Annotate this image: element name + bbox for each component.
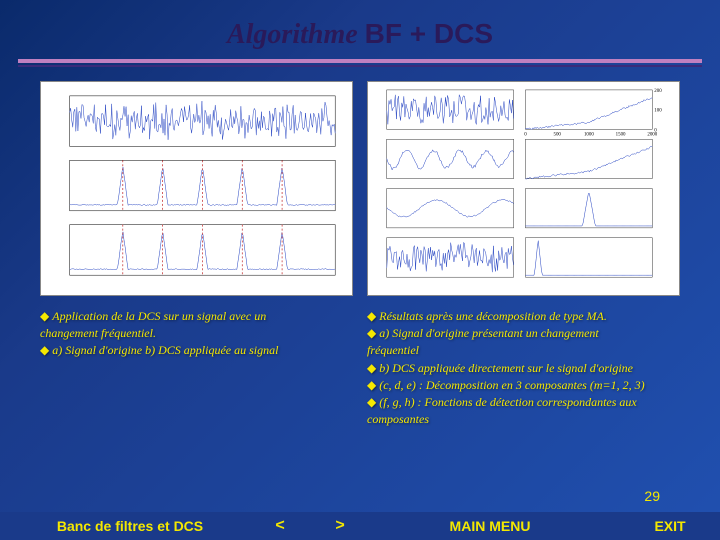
right-text-5: (c, d, e) : Décomposition en 3 composant… [379,378,644,392]
right-line-7: composantes [367,411,680,427]
bullet-icon: ◆ [40,343,49,357]
right-line-5: ◆(c, d, e) : Décomposition en 3 composan… [367,377,680,393]
left-line-3: ◆a) Signal d'origine b) DCS appliquée au… [40,342,353,358]
bullet-icon: ◆ [367,326,376,340]
left-text-1: Application de la DCS sur un signal avec… [52,309,266,323]
svg-text:200: 200 [654,89,662,94]
title-prefix: Algorithme [227,19,365,50]
svg-text:1000: 1000 [584,132,594,137]
divider-purple [18,59,702,63]
left-line-1: ◆Application de la DCS sur un signal ave… [40,308,353,324]
bullet-icon: ◆ [40,309,49,323]
slide-title: Algorithme BF + DCS [0,0,720,59]
bullet-icon: ◆ [367,361,376,375]
bullet-icon: ◆ [367,378,376,392]
page-number: 29 [644,488,660,504]
nav-main-menu-button[interactable]: MAIN MENU [360,512,620,540]
left-text-2: changement fréquentiel. [40,326,156,340]
nav-next-button[interactable]: > [320,512,360,540]
nav-exit-button[interactable]: EXIT [620,512,720,540]
svg-text:2000: 2000 [647,132,657,137]
right-line-6: ◆(f, g, h) : Fonctions de détection corr… [367,394,680,410]
right-text-col: ◆Résultats après une décomposition de ty… [367,308,680,428]
left-text-3: a) Signal d'origine b) DCS appliquée au … [52,343,278,357]
text-row: ◆Application de la DCS sur un signal ave… [0,304,720,428]
nav-bar: Banc de filtres et DCS < > MAIN MENU EXI… [0,512,720,540]
right-text-2: a) Signal d'origine présentant un change… [379,326,599,340]
chart-right: 01002000500100015002000 [367,81,680,296]
svg-text:1500: 1500 [616,132,626,137]
title-suffix: BF + DCS [365,18,493,49]
nav-spacer [300,512,320,540]
right-text-4: b) DCS appliquée directement sur le sign… [379,361,633,375]
chart-left [40,81,353,296]
right-text-7: composantes [367,412,429,426]
nav-prev-button[interactable]: < [260,512,300,540]
left-line-2: changement fréquentiel. [40,325,353,341]
right-text-3: fréquentiel [367,343,419,357]
bullet-icon: ◆ [367,395,376,409]
right-line-1: ◆Résultats après une décomposition de ty… [367,308,680,324]
bullet-icon: ◆ [367,309,376,323]
right-line-2: ◆a) Signal d'origine présentant un chang… [367,325,680,341]
right-text-1: Résultats après une décomposition de typ… [379,309,607,323]
left-text-col: ◆Application de la DCS sur un signal ave… [40,308,353,428]
right-text-6: (f, g, h) : Fonctions de détection corre… [379,395,637,409]
svg-text:500: 500 [553,132,561,137]
charts-row: 01002000500100015002000 [0,67,720,304]
svg-text:0: 0 [524,132,527,137]
right-line-3: fréquentiel [367,342,680,358]
right-line-4: ◆b) DCS appliquée directement sur le sig… [367,360,680,376]
nav-banc-button[interactable]: Banc de filtres et DCS [0,512,260,540]
svg-text:100: 100 [654,109,662,114]
